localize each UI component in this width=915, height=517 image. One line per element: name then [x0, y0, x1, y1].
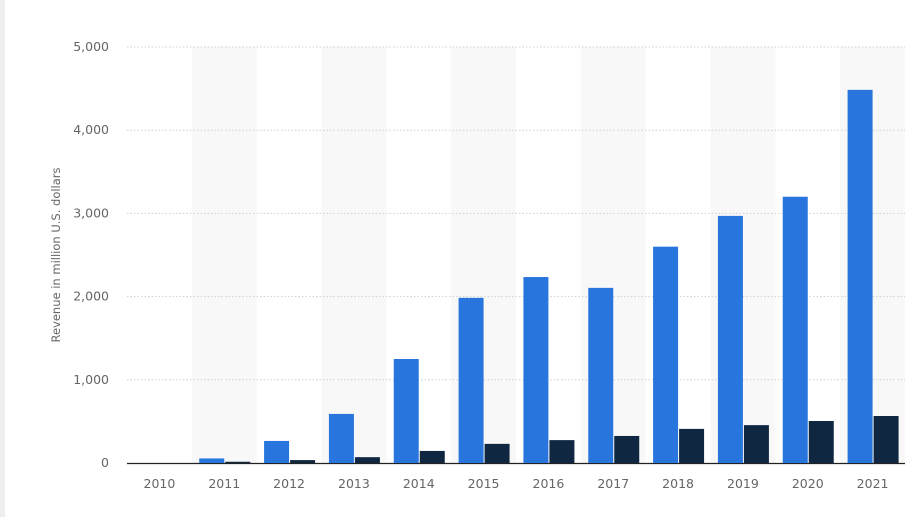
bar-2012-series-2: [290, 460, 316, 463]
left-edge-strip: [0, 0, 5, 517]
y-tick-label: 3,000: [73, 205, 109, 220]
y-tick-label: 2,000: [73, 289, 109, 304]
x-tick-label: 2018: [662, 476, 694, 491]
bar-2018-series-2: [679, 428, 705, 463]
bar-2017-series-2: [614, 435, 640, 463]
x-tick-label: 2014: [403, 476, 435, 491]
bar-2013-series-2: [354, 457, 380, 463]
x-tick-label: 2010: [144, 476, 176, 491]
bar-2015-series-2: [484, 443, 510, 463]
bar-2021-series-2: [873, 415, 899, 463]
x-tick-label: 2020: [792, 476, 824, 491]
bar-2014-series-1: [393, 359, 419, 463]
bar-2019-series-1: [717, 215, 743, 463]
bar-2012-series-1: [264, 440, 290, 463]
y-tick-label: 4,000: [73, 122, 109, 137]
bar-2011-series-2: [225, 461, 251, 463]
x-tick-label: 2015: [468, 476, 500, 491]
bar-2014-series-2: [419, 450, 445, 463]
x-tick-label: 2019: [727, 476, 759, 491]
bar-2020-series-1: [782, 196, 808, 463]
y-tick-label: 0: [101, 455, 109, 470]
bar-2017-series-1: [588, 287, 614, 463]
x-tick-label: 2016: [533, 476, 565, 491]
category-band: [321, 47, 387, 463]
category-band: [191, 47, 257, 463]
bar-2011-series-1: [199, 458, 225, 463]
bar-2013-series-1: [328, 413, 354, 463]
bar-2016-series-1: [523, 277, 549, 463]
x-tick-label: 2017: [597, 476, 629, 491]
bar-2019-series-2: [743, 425, 769, 463]
y-tick-label: 5,000: [73, 39, 109, 54]
bar-2018-series-1: [653, 246, 679, 463]
y-axis-label: Revenue in million U.S. dollars: [49, 167, 63, 342]
bar-2016-series-2: [549, 440, 575, 463]
bar-2015-series-1: [458, 297, 484, 463]
x-tick-label: 2011: [208, 476, 240, 491]
bar-2021-series-1: [847, 89, 873, 464]
bar-2020-series-2: [808, 420, 834, 463]
x-tick-label: 2012: [273, 476, 305, 491]
y-tick-label: 1,000: [73, 372, 109, 387]
x-tick-label: 2013: [338, 476, 370, 491]
x-tick-label: 2021: [857, 476, 889, 491]
